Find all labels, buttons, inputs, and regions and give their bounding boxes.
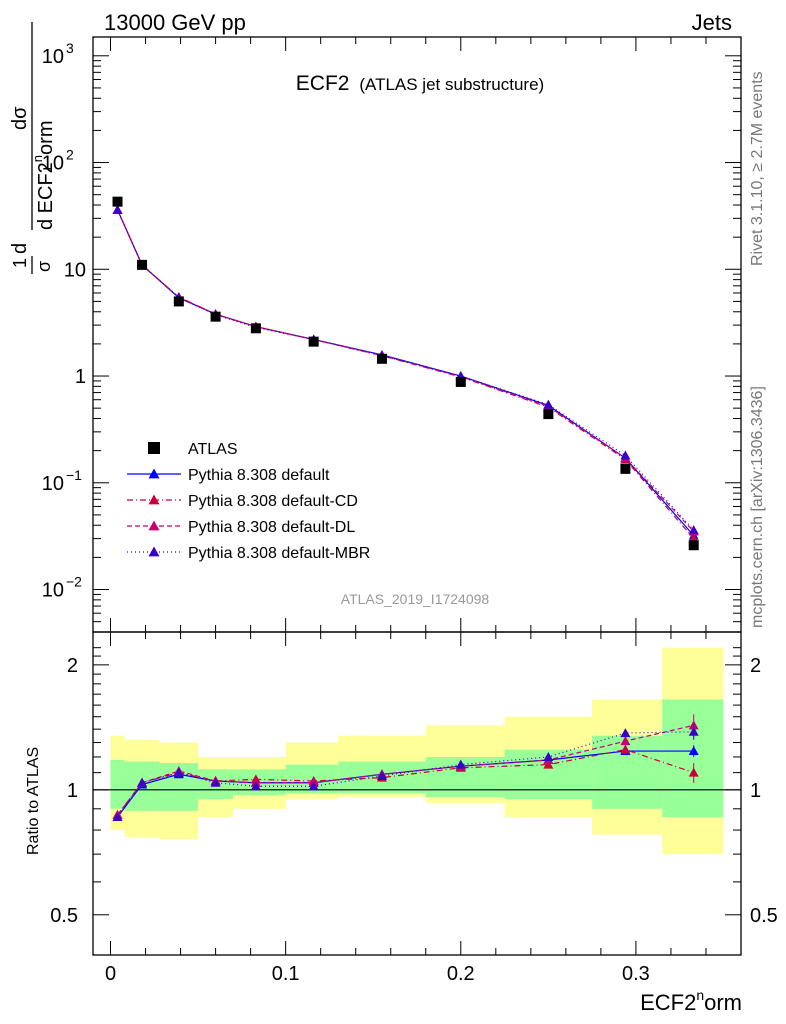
data-point-5 xyxy=(308,336,319,347)
data-point-0 xyxy=(112,196,123,207)
band-green-0 xyxy=(110,759,125,809)
beam-label: 13000 GeV pp xyxy=(104,10,246,35)
data-point-9 xyxy=(620,463,631,474)
series-3-ratio-point-7 xyxy=(455,759,466,769)
series-3-ratio-point-5 xyxy=(308,781,319,791)
data-point-2 xyxy=(173,296,184,307)
ratio-tick-label-right-1: 1 xyxy=(750,780,761,802)
legend-marker-1 xyxy=(148,468,160,479)
y-tick-exp-0: 3 xyxy=(66,40,74,56)
y-tick-label-1: 10 xyxy=(42,153,64,175)
svg-text:dσ: dσ xyxy=(9,106,31,130)
svg-text:d: d xyxy=(9,243,31,254)
legend-marker-4 xyxy=(148,546,160,557)
plot-title: ECF2 (ATLAS jet substructure) xyxy=(296,72,544,95)
ratio-tick-label-right-0: 2 xyxy=(750,655,761,677)
x-tick-label-0: 0 xyxy=(105,963,116,985)
series-3-point-8 xyxy=(543,399,554,409)
series-3-ratio-point-9 xyxy=(620,728,631,738)
series-3-point-0 xyxy=(112,204,123,214)
series-3-ratio-point-1 xyxy=(137,777,148,787)
y-label-d1: dσ xyxy=(9,106,31,130)
data-point-7 xyxy=(455,376,466,387)
series-3-ratio-point-10 xyxy=(688,726,699,736)
main-plot-area xyxy=(112,196,699,551)
series-1-ratio-point-9 xyxy=(620,744,631,754)
legend-marker-2 xyxy=(148,494,160,505)
series-3-ratio-point-2 xyxy=(173,767,184,777)
series-0-ratio-point-10 xyxy=(688,746,699,756)
svg-text:σ: σ xyxy=(34,261,54,272)
y-tick-label-2: 10 xyxy=(64,259,86,281)
series-line-0 xyxy=(116,209,695,536)
process-label: Jets xyxy=(692,10,732,35)
y-tick-label-5: 10 xyxy=(42,580,64,602)
series-3-point-10 xyxy=(688,525,699,535)
series-3-point-9 xyxy=(620,450,631,460)
data-point-3 xyxy=(210,311,221,322)
data-point-8 xyxy=(543,409,554,420)
ratio-tick-label-left-0: 2 xyxy=(67,655,78,677)
y-label-sup: n xyxy=(30,155,45,162)
data-point-6 xyxy=(376,353,387,364)
mcplots-label: mcplots.cern.ch [arXiv:1306.3436] xyxy=(749,386,766,628)
series-line-1 xyxy=(116,209,695,539)
ratio-tick-label-left-2: 0.5 xyxy=(50,905,78,927)
series-3-ratio-point-8 xyxy=(543,751,554,761)
plot-title-sub: (ATLAS jet substructure) xyxy=(359,75,544,94)
plot-title-main: ECF2 xyxy=(296,72,350,95)
band-green-7 xyxy=(425,756,505,798)
y-tick-exp-5: −2 xyxy=(66,574,82,590)
ratio-plot-area xyxy=(93,714,741,822)
y-axis-label-top: dσ d ECF2norm 1 σ d xyxy=(9,22,57,274)
band-green-10 xyxy=(662,699,724,818)
series-ratio-line-1 xyxy=(117,748,694,816)
svg-text:1: 1 xyxy=(10,258,30,268)
ratio-tick-label-left-1: 1 xyxy=(67,780,78,802)
y-tick-label-0: 10 xyxy=(42,46,64,68)
top-frame xyxy=(92,36,742,633)
x-tick-label-1: 0.1 xyxy=(272,963,300,985)
y-label-frac-den: σ xyxy=(34,261,54,272)
series-3-ratio-point-0 xyxy=(112,812,123,822)
svg-text:d ECF2norm: d ECF2norm xyxy=(30,121,57,231)
data-point-4 xyxy=(250,323,261,334)
series-2-ratio-point-9 xyxy=(620,736,631,746)
series-1-ratio-point-10 xyxy=(688,767,699,777)
analysis-id: ATLAS_2019_I1724098 xyxy=(341,591,490,607)
data-point-1 xyxy=(137,259,148,270)
series-ratio-line-2 xyxy=(117,724,694,816)
legend-marker-3 xyxy=(148,520,160,531)
legend-label-3: Pythia 8.308 default-DL xyxy=(188,519,355,536)
ratio-tick-label-right-2: 0.5 xyxy=(750,905,778,927)
series-3-ratio-point-3 xyxy=(210,777,221,787)
ratio-frame xyxy=(92,631,742,956)
y-tick-label-3: 1 xyxy=(75,366,86,388)
y-label-frac-num: 1 xyxy=(10,258,30,268)
y-label-d-prefix: d xyxy=(9,243,31,254)
series-3-ratio-point-4 xyxy=(250,781,261,791)
legend-label-2: Pythia 8.308 default-CD xyxy=(188,493,358,510)
rivet-label: Rivet 3.1.10, ≥ 2.7M events xyxy=(749,71,766,266)
y-tick-exp-1: 2 xyxy=(66,147,74,163)
legend-label-0: ATLAS xyxy=(188,441,238,458)
legend-label-4: Pythia 8.308 default-MBR xyxy=(188,545,370,562)
y-label-tail: orm xyxy=(35,121,57,155)
x-axis-label: ECF2norm xyxy=(640,987,742,1015)
y-axis-label-ratio: Ratio to ATLAS xyxy=(25,747,42,855)
y-label-d2: d ECF2 xyxy=(35,162,57,230)
x-tick-label-3: 0.3 xyxy=(622,963,650,985)
series-3-ratio-point-6 xyxy=(376,770,387,780)
legend-marker-0 xyxy=(148,442,160,454)
x-tick-label-2: 0.2 xyxy=(447,963,475,985)
y-tick-label-4: 10 xyxy=(42,473,64,495)
series-1-ratio-point-8 xyxy=(543,759,554,769)
series-line-3 xyxy=(116,209,695,531)
data-point-10 xyxy=(688,540,699,551)
y-tick-exp-4: −1 xyxy=(66,467,82,483)
legend-label-1: Pythia 8.308 default xyxy=(188,467,330,484)
legend: ATLAS Pythia 8.308 default Pythia 8.308 de… xyxy=(127,441,370,562)
